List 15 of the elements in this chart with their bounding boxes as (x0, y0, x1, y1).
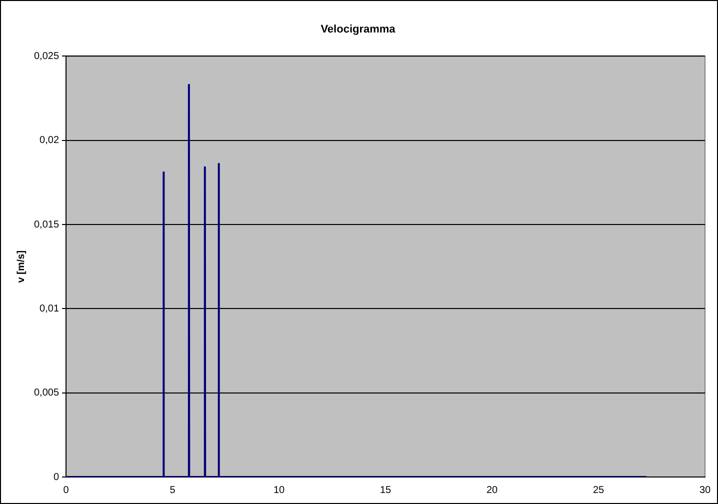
y-tick-label: 0 (53, 472, 60, 483)
x-tick-label: 0 (63, 484, 70, 496)
y-axis-title: v [m/s] (16, 250, 27, 283)
y-tick-label: 0,005 (34, 388, 60, 399)
y-tick-label: 0,015 (34, 219, 60, 230)
x-tick-label: 20 (486, 484, 498, 496)
x-tick-label: 25 (592, 484, 605, 496)
y-tick-label: 0,01 (40, 303, 60, 314)
x-tick-label: 10 (273, 484, 286, 496)
x-tick-label: 15 (380, 484, 392, 496)
x-tick-label: 30 (699, 484, 711, 496)
chart-title: Velocigramma (320, 24, 396, 36)
y-tick-label: 0,02 (40, 135, 60, 146)
y-tick-label: 0,025 (34, 50, 60, 62)
x-tick-label: 5 (170, 484, 176, 496)
